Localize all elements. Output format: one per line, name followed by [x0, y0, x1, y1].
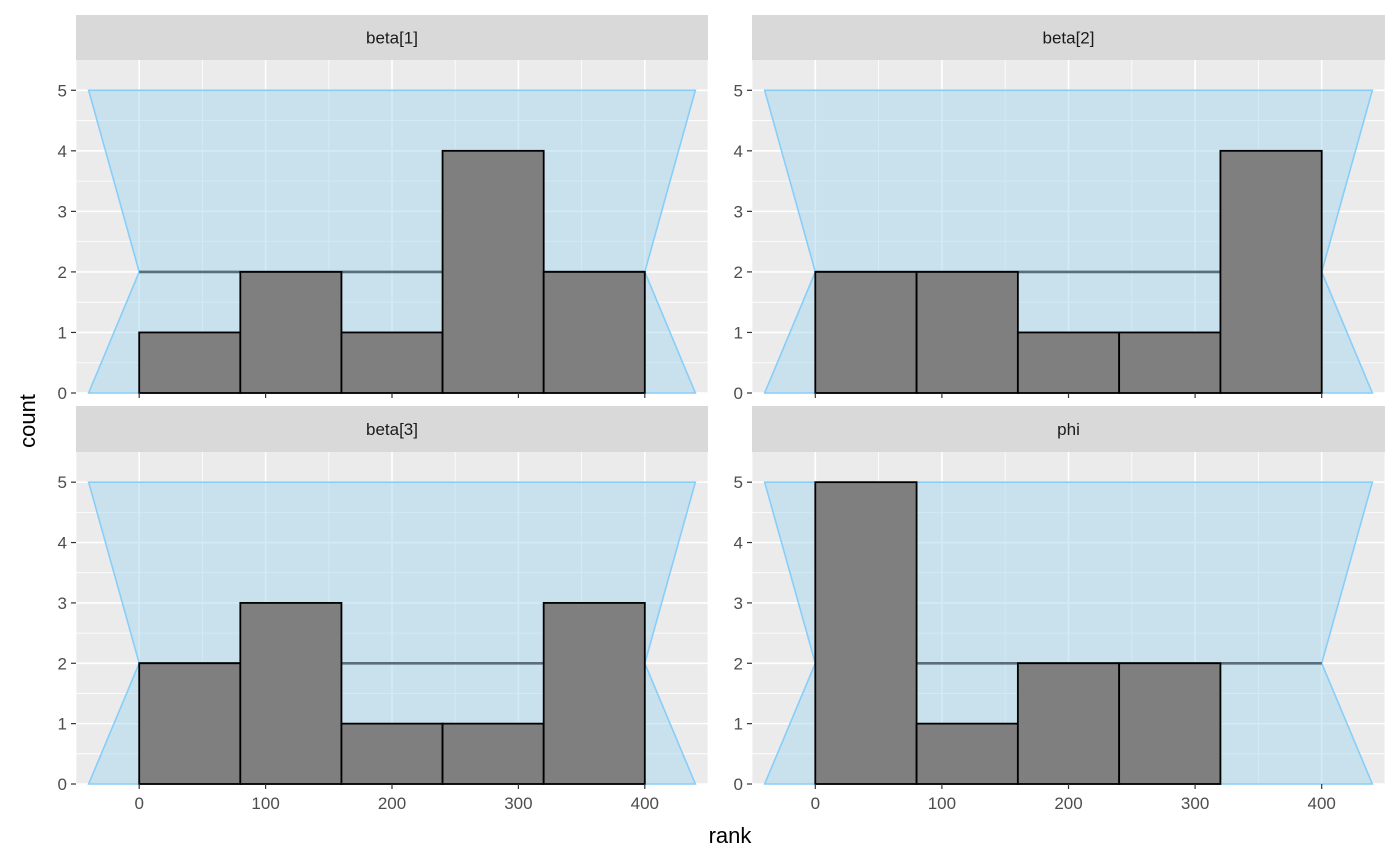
y-tick-label: 5: [734, 473, 743, 492]
y-tick-label: 3: [58, 202, 67, 221]
strip-label: beta[2]: [1043, 29, 1095, 48]
histogram-bar: [340, 331, 444, 394]
histogram-bar: [915, 722, 1019, 785]
y-tick-label: 5: [734, 81, 743, 100]
panel-beta[1]: beta[1] 0 1 2 3 4 5: [58, 15, 709, 403]
y-tick-label: 4: [58, 534, 67, 553]
y-tick-label: 0: [734, 384, 743, 403]
histogram-bar: [542, 271, 646, 394]
x-tick-label: 400: [1308, 794, 1336, 813]
y-tick-label: 2: [734, 654, 743, 673]
x-tick-label: 300: [504, 794, 532, 813]
y-tick-label: 2: [734, 263, 743, 282]
strip-label: beta[3]: [366, 420, 418, 439]
histogram-bar: [1118, 662, 1222, 785]
strip-background: [76, 406, 708, 452]
histogram-bar: [441, 722, 545, 785]
y-tick-label: 4: [58, 142, 67, 161]
y-tick-label: 3: [58, 594, 67, 613]
y-tick-label: 1: [734, 715, 743, 734]
y-tick-label: 0: [58, 384, 67, 403]
y-tick-label: 4: [734, 534, 743, 553]
y-tick-label: 2: [58, 654, 67, 673]
histogram-bar: [1219, 149, 1323, 394]
histogram-bar: [814, 271, 918, 394]
histogram-bar: [915, 271, 1019, 394]
histogram-bar: [239, 271, 343, 394]
panel-beta[2]: beta[2] 0 1 2 3 4 5: [734, 15, 1386, 403]
y-tick-label: 4: [734, 142, 743, 161]
y-tick-label: 5: [58, 81, 67, 100]
strip-label: phi: [1057, 420, 1080, 439]
x-tick-label: 100: [251, 794, 279, 813]
y-tick-label: 2: [58, 263, 67, 282]
strip-background: [752, 406, 1385, 452]
y-tick-label: 1: [58, 715, 67, 734]
panel-phi: phi 0 1 2 3 4 5 0 100 200 300 400: [734, 406, 1386, 813]
y-tick-label: 1: [58, 323, 67, 342]
histogram-bar: [138, 331, 242, 394]
histogram-bar: [542, 602, 646, 785]
x-tick-label: 100: [928, 794, 956, 813]
x-tick-label: 0: [134, 794, 143, 813]
histogram-bar: [340, 722, 444, 785]
y-tick-label: 3: [734, 202, 743, 221]
histogram-bar: [1016, 331, 1121, 394]
histogram-bar: [1118, 331, 1222, 394]
y-tick-label: 3: [734, 594, 743, 613]
panel-beta[3]: beta[3] 0 1 2 3 4 5 0 100 200 300 400: [58, 406, 709, 813]
strip-label: beta[1]: [366, 29, 418, 48]
y-axis-title: count: [15, 394, 40, 448]
x-axis-title: rank: [709, 823, 753, 848]
y-tick-label: 5: [58, 473, 67, 492]
y-tick-label: 0: [734, 775, 743, 794]
x-tick-label: 300: [1181, 794, 1209, 813]
x-tick-label: 0: [811, 794, 820, 813]
histogram-bar: [1016, 662, 1121, 785]
histogram-bar: [239, 602, 343, 785]
histogram-bar: [814, 481, 918, 785]
x-tick-label: 400: [631, 794, 659, 813]
strip-background: [752, 15, 1385, 60]
y-tick-label: 0: [58, 775, 67, 794]
histogram-bar: [138, 662, 242, 785]
x-tick-label: 200: [378, 794, 406, 813]
x-tick-label: 200: [1054, 794, 1082, 813]
strip-background: [76, 15, 708, 60]
histogram-bar: [441, 149, 545, 394]
y-tick-label: 1: [734, 323, 743, 342]
